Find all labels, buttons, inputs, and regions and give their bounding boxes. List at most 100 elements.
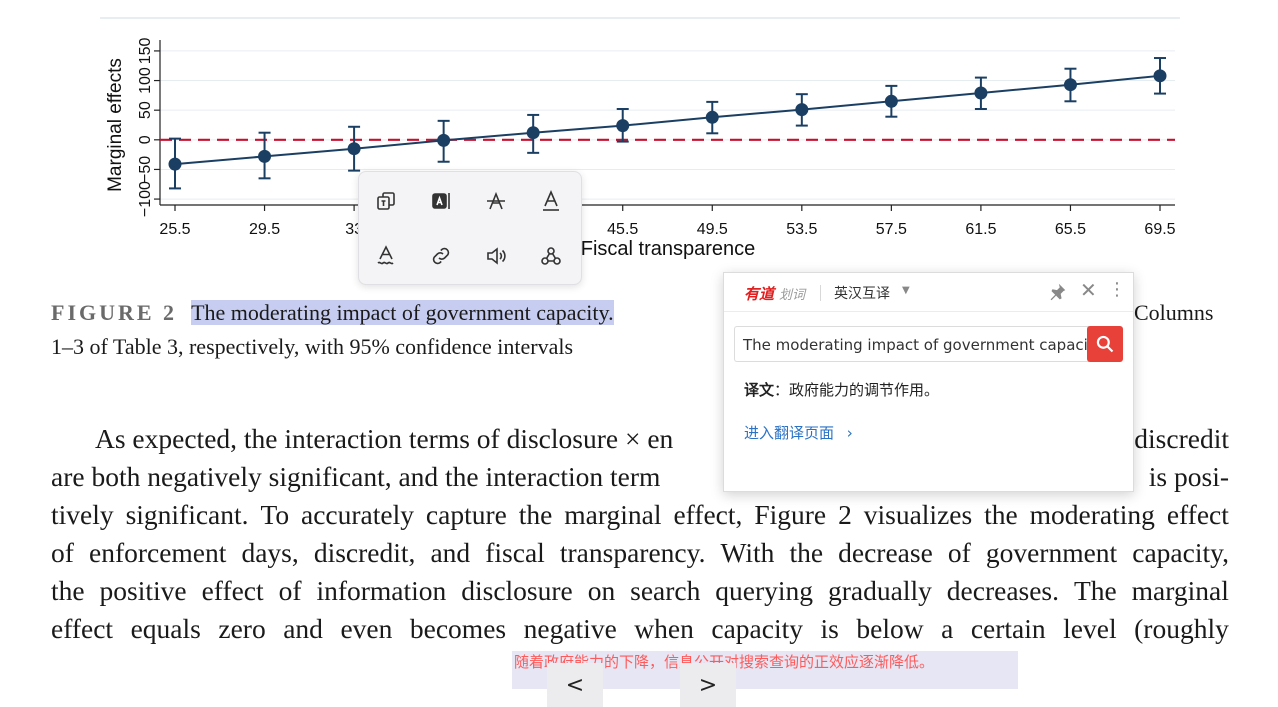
body-word: information (316, 575, 447, 606)
x-tick-label: 65.5 (1055, 221, 1086, 238)
open-translate-page-link[interactable]: 进入翻译页面 › (744, 422, 853, 443)
body-word: decrease (838, 537, 933, 568)
body-word: effect (51, 613, 114, 644)
series-line (174, 74, 1161, 166)
y-axis-label: Marginal effects (105, 58, 126, 192)
data-point (1153, 69, 1167, 83)
body-word: fiscal (485, 537, 545, 568)
body-word: With (720, 537, 775, 568)
copy-icon[interactable] (368, 183, 404, 219)
body-line-6: effect equals zero and even becomes negative wh… (51, 610, 1229, 648)
data-point (1063, 78, 1077, 92)
y-tick-label: 150 (137, 37, 154, 64)
strikethrough-icon[interactable] (478, 183, 514, 219)
body-word: search (630, 575, 701, 606)
y-tick-label: −50 (137, 156, 154, 183)
body-line-5: the positive effect of information disclosure… (51, 572, 1229, 610)
chevron-right-icon: › (846, 424, 853, 442)
body-word: the (51, 575, 85, 606)
body-line-2-right: is posi- (1148, 461, 1229, 492)
youdao-logo: 有道 (744, 285, 775, 303)
body-word: certain (970, 613, 1046, 644)
body-word: of (51, 537, 74, 568)
body-word: the (789, 537, 824, 568)
body-word: becomes (409, 613, 507, 644)
body-word: government (985, 537, 1118, 568)
translation-result: 译文：政府能力的调节作用。 (744, 379, 939, 400)
data-point (347, 142, 361, 156)
x-tick-label: 29.5 (249, 221, 280, 238)
data-point (974, 86, 988, 100)
body-line-2-left: are both negatively significant, and the… (51, 461, 661, 492)
chevron-down-icon[interactable]: ▼ (902, 285, 910, 296)
body-word: and (283, 613, 323, 644)
search-button[interactable] (1087, 326, 1123, 362)
body-word: days, (241, 537, 299, 568)
body-line-1: As expected, the interaction terms of di… (51, 420, 1229, 458)
wavy-underline-icon[interactable] (368, 238, 404, 274)
selection-toolbar (358, 171, 582, 285)
body-word: enforcement (88, 537, 227, 568)
x-axis-label: Fiscal transparence (581, 238, 756, 260)
data-point (884, 94, 898, 108)
link-icon[interactable] (423, 238, 459, 274)
translation-colon: ： (774, 381, 790, 399)
body-word: visualizes (863, 499, 973, 530)
body-word: decreases. (946, 575, 1060, 606)
data-point (526, 126, 540, 140)
next-button[interactable]: > (680, 663, 736, 707)
x-tick-label: 61.5 (965, 221, 996, 238)
data-point (795, 103, 809, 117)
body-word: and (430, 537, 471, 568)
pin-icon[interactable] (1046, 281, 1068, 307)
data-point (616, 119, 630, 133)
body-line-4: of enforcement days, discredit, and fiscal tra… (51, 534, 1229, 572)
more-icon[interactable]: ⋮ (1108, 279, 1126, 300)
data-point (258, 149, 272, 163)
youdao-sub-label: 划词 (779, 288, 806, 303)
search-icon (1096, 335, 1114, 353)
body-line-1-left: As expected, the interaction terms of di… (95, 423, 674, 454)
body-word: significant. (125, 499, 249, 530)
figure-label: FIGURE 2 (51, 300, 178, 325)
top-divider (100, 17, 1180, 19)
body-word: querying (715, 575, 814, 606)
body-word: moderating (1029, 499, 1155, 530)
share-icon[interactable] (533, 238, 569, 274)
body-word: The (1073, 575, 1117, 606)
body-word: tively (51, 499, 114, 530)
popup-header: 有道 划词 英汉互译 ▼ ✕ ⋮ (724, 273, 1133, 312)
body-line-3: tively significant. To accurately capture the… (51, 496, 1229, 534)
inline-translation-text: 随着政府能力的下降，信息公开对搜索查询的正效应逐渐降低。 (514, 653, 935, 671)
body-word: the (984, 499, 1018, 530)
data-point (705, 110, 719, 124)
x-tick-label: 53.5 (786, 221, 817, 238)
body-line-1-right: discredit (1134, 423, 1229, 454)
body-word: discredit, (313, 537, 416, 568)
body-word: level (1063, 613, 1117, 644)
body-word: effect, (673, 499, 743, 530)
body-word: below (856, 613, 924, 644)
body-word: even (340, 613, 393, 644)
previous-button[interactable]: < (547, 663, 603, 707)
data-point (168, 157, 182, 171)
translation-label: 译文 (744, 381, 775, 399)
body-word: To (260, 499, 290, 530)
body-word: (roughly (1134, 613, 1229, 644)
body-word: is (820, 613, 839, 644)
body-word: marginal (564, 499, 662, 530)
body-word: equals (130, 613, 201, 644)
body-word: capacity (711, 613, 803, 644)
caption-line2: 1–3 of Table 3, respectively, with 95% c… (51, 334, 574, 359)
youdao-translate-popup: 有道 划词 英汉互译 ▼ ✕ ⋮ The moderating impact o… (723, 272, 1134, 492)
ai-text-icon[interactable] (423, 183, 459, 219)
body-word: negative (523, 613, 617, 644)
underline-icon[interactable] (533, 183, 569, 219)
close-icon[interactable]: ✕ (1080, 278, 1097, 302)
speaker-icon[interactable] (478, 238, 514, 274)
body-word: disclosure (461, 575, 573, 606)
translate-query-input[interactable]: The moderating impact of government capa… (734, 326, 1089, 362)
caption-highlighted-text[interactable]: The moderating impact of government capa… (191, 300, 614, 325)
chevron-right-icon: > (698, 672, 718, 698)
language-select[interactable]: 英汉互译 (834, 286, 890, 302)
